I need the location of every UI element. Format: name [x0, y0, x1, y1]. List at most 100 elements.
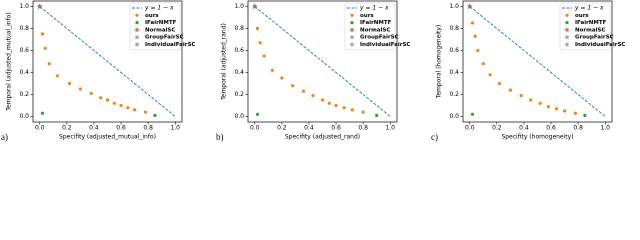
legend-box	[344, 2, 396, 51]
y-tick-label: 0.2	[449, 91, 459, 98]
legend-swatch	[565, 13, 569, 17]
y-tick-label: 0.6	[449, 47, 459, 54]
legend-label: NormalSC	[145, 27, 175, 33]
panel-label: c)	[431, 132, 438, 142]
point	[583, 113, 587, 117]
axes-frame	[247, 0, 398, 123]
legend-swatch	[350, 13, 354, 17]
point	[481, 62, 485, 66]
legend-label: y = 1 − x	[359, 5, 389, 12]
x-axis-label: Specifity (adjusted_rand)	[285, 134, 360, 141]
star-point	[251, 3, 258, 10]
x-tick-label: 0.0	[465, 125, 475, 132]
point	[519, 94, 523, 98]
point	[99, 96, 103, 100]
point	[546, 105, 550, 109]
legend-swatch	[350, 21, 354, 25]
legend-label: IndividualFairSC	[145, 42, 195, 48]
y-tick-label: 1.0	[449, 3, 459, 10]
point	[470, 112, 475, 116]
y-tick-label: 0.2	[234, 91, 244, 98]
x-tick-label: 0.4	[89, 125, 99, 132]
x-tick-label: 0.2	[62, 125, 72, 132]
point	[554, 107, 559, 111]
y-tick-label: 0.4	[19, 69, 29, 76]
legend-label: IFairNMTF	[575, 20, 607, 26]
legend-label: NormalSC	[575, 27, 605, 33]
point	[375, 113, 379, 117]
point	[334, 103, 338, 108]
y-tick-label: 0.0	[19, 113, 29, 120]
point	[311, 94, 315, 98]
page: {"chart_data": [ {"type": "scatter", "la…	[1, 0, 626, 143]
x-tick-label: 0.2	[492, 125, 502, 132]
x-tick-label: 0.6	[331, 125, 341, 132]
x-tick-label: 0.8	[358, 125, 368, 132]
point	[89, 91, 93, 95]
y-axis-label: Temporal (adjusted_rand)	[221, 23, 228, 101]
point	[350, 108, 354, 112]
x-tick-label: 0.8	[573, 125, 583, 132]
reference-line	[39, 6, 176, 117]
legend-label: ours	[145, 13, 159, 19]
x-tick-label: 0.4	[304, 125, 314, 132]
star-point	[466, 3, 473, 10]
point	[473, 34, 477, 38]
legend-label: GroupFairSC	[360, 35, 399, 41]
legend-label: y = 1 − x	[144, 5, 174, 12]
axes-frame	[32, 0, 183, 123]
point	[255, 26, 260, 31]
point	[78, 87, 83, 91]
y-tick-label: 0.2	[19, 91, 29, 98]
legend-swatch	[564, 34, 570, 40]
x-tick-label: 0.6	[546, 125, 556, 132]
x-axis-label: Specifity (homogeneity)	[501, 134, 573, 141]
legend-label: ours	[360, 13, 374, 19]
panel-label: a)	[1, 132, 8, 142]
legend-swatch	[349, 41, 355, 47]
point	[573, 111, 578, 115]
legend-label: GroupFairSC	[575, 35, 614, 41]
legend-label: GroupFairSC	[145, 35, 184, 41]
x-tick-label: 0.0	[250, 125, 260, 132]
point	[119, 103, 123, 108]
legend-label: IFairNMTF	[360, 20, 392, 26]
legend-swatch	[349, 26, 355, 33]
point	[67, 81, 72, 86]
x-tick-label: 1.0	[385, 125, 395, 132]
point	[55, 74, 59, 78]
point	[40, 32, 45, 36]
y-axis-label: Temporal (adjusted_mutual_info)	[6, 12, 13, 111]
panel-label: b)	[216, 132, 224, 142]
point	[529, 98, 533, 102]
point	[562, 109, 567, 113]
point	[301, 89, 306, 93]
x-tick-label: 1.0	[600, 125, 610, 132]
legend-label: ours	[575, 13, 589, 19]
legend-swatch	[349, 34, 355, 40]
legend-swatch	[564, 41, 570, 47]
point	[258, 41, 262, 45]
y-tick-label: 0.4	[234, 69, 244, 76]
legend-label: NormalSC	[360, 27, 390, 33]
y-tick-label: 1.0	[19, 3, 29, 10]
legend-swatch	[564, 26, 570, 33]
point	[40, 111, 45, 115]
legend-label: IndividualFairSC	[360, 42, 410, 48]
point	[126, 106, 130, 110]
y-tick-label: 0.0	[449, 113, 459, 120]
x-tick-label: 0.4	[519, 125, 529, 132]
point	[270, 68, 274, 72]
legend-swatch	[134, 41, 140, 47]
legend-swatch	[135, 21, 139, 25]
point	[255, 112, 260, 116]
point	[470, 21, 475, 25]
y-tick-label: 0.6	[234, 47, 244, 54]
point	[43, 46, 47, 50]
point	[342, 106, 346, 110]
x-tick-label: 0.8	[143, 125, 153, 132]
legend-swatch	[565, 21, 569, 25]
x-tick-label: 0.2	[277, 125, 287, 132]
